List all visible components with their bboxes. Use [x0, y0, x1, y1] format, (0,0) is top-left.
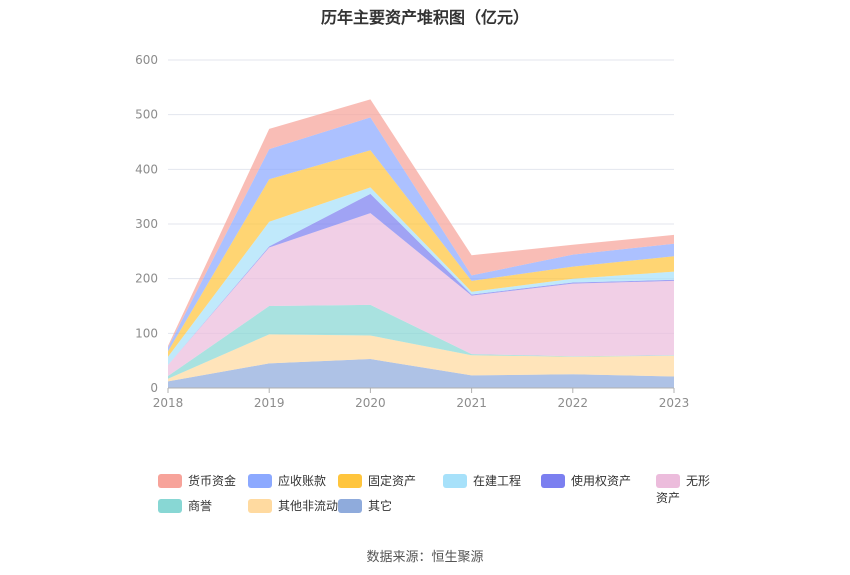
area-在建工程 [168, 187, 674, 365]
x-tick-label: 2021 [456, 396, 487, 410]
x-tick-label: 2018 [153, 396, 184, 410]
legend-label: 固定资产 [368, 474, 417, 488]
legend-swatch [338, 473, 362, 488]
legend-label: 其它 [368, 499, 393, 513]
y-tick-label: 200 [135, 272, 158, 286]
legend-label: 货币资金 [188, 474, 237, 488]
x-tick-label: 2019 [254, 396, 285, 410]
area-无形资产 [168, 213, 674, 376]
legend-swatch [656, 473, 680, 488]
data-source: 数据来源：恒生聚源 [366, 550, 484, 565]
legend-item[interactable]: 货币资金 [158, 472, 236, 488]
area-商誉 [168, 304, 674, 379]
x-tick-label: 2023 [659, 396, 690, 410]
legend-swatch [158, 498, 182, 513]
legend-item[interactable]: 固定资产 [338, 472, 416, 488]
y-tick-label: 300 [135, 217, 158, 231]
legend-swatch [443, 473, 467, 488]
legend-item[interactable]: 应收账款 [248, 472, 326, 488]
legend-label: 商誉 [188, 499, 213, 513]
legend-item[interactable]: 在建工程 [443, 472, 521, 488]
chart-title: 历年主要资产堆积图（亿元） [320, 8, 529, 27]
legend-item[interactable]: 其它 [338, 497, 392, 513]
y-tick-label: 0 [150, 381, 158, 395]
legend-item[interactable]: 无形资产 [656, 472, 718, 505]
x-tick-label: 2022 [558, 396, 589, 410]
axes: 0 100 200 300 400 500 600 2018 2019 2020 2021 2022 2… [135, 53, 689, 410]
legend-label: 应收账款 [278, 474, 327, 488]
legend-label: 使用权资产 [571, 474, 632, 488]
legend-item[interactable]: 使用权资产 [541, 472, 631, 488]
area-固定资产 [168, 150, 674, 357]
area-使用权资产 [168, 193, 674, 365]
area-series [168, 99, 674, 388]
legend-swatch [248, 473, 272, 488]
y-tick-label: 400 [135, 162, 158, 176]
legend-swatch [541, 473, 565, 488]
legend-label: 无形资产 [656, 474, 711, 505]
y-tick-label: 600 [135, 53, 158, 67]
area-其他非流动资产 [168, 334, 674, 382]
y-tick-label: 500 [135, 108, 158, 122]
area-其它 [168, 359, 674, 388]
legend-swatch [248, 498, 272, 513]
legend-label: 在建工程 [473, 474, 522, 488]
legend-swatch [338, 498, 362, 513]
y-tick-label: 100 [135, 326, 158, 340]
legend-item[interactable]: 商誉 [158, 497, 212, 513]
legend-swatch [158, 473, 182, 488]
x-tick-label: 2020 [355, 396, 386, 410]
